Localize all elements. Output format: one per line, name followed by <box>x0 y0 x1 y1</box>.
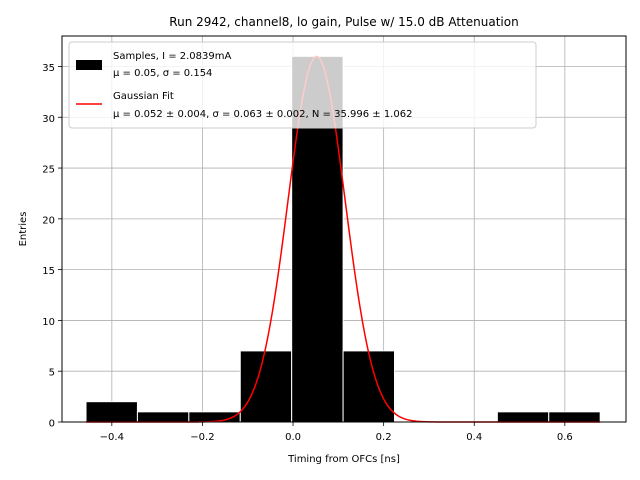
x-tick-label: 0.6 <box>557 432 573 443</box>
histogram-bar <box>496 411 550 423</box>
legend-fit-line2: μ = 0.052 ± 0.004, σ = 0.063 ± 0.002, N … <box>113 109 412 120</box>
legend-swatch-samples <box>76 60 102 70</box>
x-tick-label: −0.2 <box>190 432 214 443</box>
plot-frame <box>61 35 627 423</box>
y-tick-label: 0 <box>49 419 55 430</box>
histogram-bar <box>239 350 293 423</box>
y-tick-label: 30 <box>42 114 55 125</box>
legend-fit-line1: Gaussian Fit <box>113 91 174 102</box>
x-tick-label: 0.0 <box>285 432 301 443</box>
histogram-bar <box>342 350 396 423</box>
histogram-bar <box>85 401 138 423</box>
x-tick-label: 0.4 <box>466 432 482 443</box>
legend-frame <box>68 41 537 129</box>
y-axis: 0 5 10 15 20 25 30 35 <box>42 63 62 430</box>
y-tick-label: 25 <box>42 165 55 176</box>
y-tick-label: 10 <box>42 317 55 328</box>
x-tick-label: 0.2 <box>376 432 392 443</box>
y-tick-label: 15 <box>42 266 55 277</box>
legend-samples-line1: Samples, I = 2.0839mA <box>113 51 231 62</box>
chart-title: Run 2942, channel8, lo gain, Pulse w/ 15… <box>169 15 518 29</box>
x-axis: −0.4 −0.2 0.0 0.2 0.4 0.6 <box>100 422 573 443</box>
legend: Samples, I = 2.0839mA μ = 0.05, σ = 0.15… <box>68 41 537 129</box>
y-tick-label: 20 <box>42 215 55 226</box>
y-tick-label: 35 <box>42 63 55 74</box>
x-tick-label: −0.4 <box>100 432 124 443</box>
y-tick-label: 5 <box>49 368 55 379</box>
x-axis-label: Timing from OFCs [ns] <box>287 454 400 465</box>
y-axis-label: Entries <box>18 212 29 247</box>
histogram-bar <box>548 411 601 423</box>
histogram-bar <box>136 411 190 423</box>
legend-samples-line2: μ = 0.05, σ = 0.154 <box>113 68 212 79</box>
